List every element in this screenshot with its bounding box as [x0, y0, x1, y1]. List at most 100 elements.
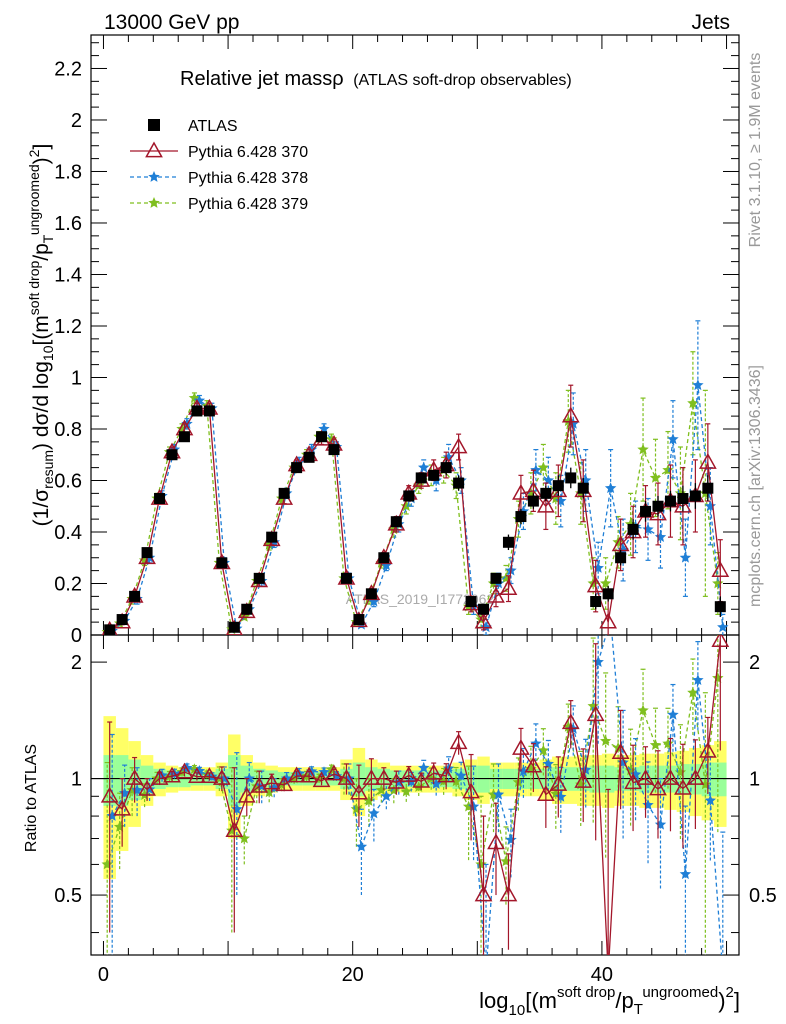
series-point [375, 784, 388, 795]
data-point [540, 487, 552, 499]
series-point [536, 785, 555, 801]
data-point [415, 472, 427, 484]
series-point [148, 171, 160, 182]
y-axis-title-main: (1/σresum) dσ/d log10[(msoft drop/pTungr… [26, 144, 56, 527]
data-point [365, 588, 377, 600]
data-point [652, 500, 664, 512]
series-point [200, 767, 219, 784]
data-point [640, 505, 652, 517]
series-point [212, 769, 231, 785]
data-point [502, 536, 514, 548]
series-point [636, 769, 655, 785]
series-point [150, 769, 169, 785]
y-tick-label-main: 0.4 [54, 522, 82, 544]
series-point [649, 504, 667, 521]
series-point [475, 858, 487, 870]
series-point [704, 794, 716, 806]
series-point [125, 769, 144, 785]
data-point [552, 480, 564, 492]
data-point [453, 477, 465, 489]
data-point [664, 495, 676, 507]
series-point [312, 771, 331, 788]
series-point [474, 885, 493, 902]
data-point [689, 490, 701, 502]
series-point [442, 451, 455, 463]
legend: ATLAS Pythia 6.428 370 Pythia 6.428 378 Pyt… [130, 118, 308, 213]
series-point [512, 739, 530, 755]
y-tick-label-ratio-right: 1 [749, 769, 760, 791]
series-point [649, 471, 662, 483]
series-point [387, 772, 406, 789]
ratio-panel-series [100, 635, 730, 978]
series-point [430, 778, 442, 789]
series-point [698, 741, 717, 758]
series-point [500, 572, 512, 584]
series-point [145, 141, 163, 158]
series-point [449, 733, 468, 750]
chart-title-main: Relative jet massρ [180, 68, 344, 90]
data-point [403, 490, 415, 502]
series-point [642, 523, 654, 535]
series-point [480, 967, 491, 978]
series-point [318, 423, 330, 434]
series-point [418, 461, 430, 473]
series-point [499, 885, 518, 902]
series-point [611, 743, 630, 760]
series-point [542, 758, 554, 769]
data-point [129, 590, 141, 602]
series-point [549, 774, 568, 791]
series-point [592, 656, 604, 667]
series-point [580, 474, 592, 486]
mcplots-label: mcplots.cern.ch [arXiv:1306.3436] [747, 365, 764, 607]
legend-label: Pythia 6.428 370 [188, 144, 308, 161]
series-point [642, 799, 654, 810]
series-point [100, 786, 119, 803]
series-point [586, 576, 605, 593]
series-point [667, 433, 679, 445]
y-tick-label-main: 1 [71, 367, 82, 389]
data-point [440, 462, 452, 474]
data-point [191, 405, 203, 417]
series-point [711, 635, 730, 647]
series-point [500, 855, 512, 867]
data-point [577, 482, 589, 494]
series-point [674, 496, 692, 513]
x-tick-label: 40 [591, 964, 613, 986]
series-point [462, 782, 480, 799]
series-point [418, 761, 430, 773]
legend-item: Pythia 6.428 379 [130, 196, 308, 213]
data-point [216, 557, 228, 569]
rivet-label: Rivet 3.1.10, ≥ 1.9M events [747, 53, 764, 248]
y-axis-title-ratio: Ratio to ATLAS [23, 744, 40, 852]
legend-item: Pythia 6.428 370 [130, 141, 308, 161]
series-point [163, 766, 181, 783]
series-point [524, 756, 543, 773]
data-point [527, 495, 539, 507]
y-tick-label-main: 0.2 [54, 573, 82, 595]
series-point [562, 415, 574, 427]
series-point [561, 406, 580, 423]
data-point [627, 523, 639, 535]
y-tick-label-ratio-right: 0.5 [749, 885, 777, 907]
data-point [590, 596, 602, 608]
data-point [303, 451, 315, 463]
data-point [714, 601, 726, 613]
data-point [166, 449, 178, 461]
legend-label: Pythia 6.428 378 [188, 170, 308, 187]
main-panel-series [101, 320, 730, 635]
data-point [602, 588, 614, 600]
data-point [228, 621, 240, 633]
axis-ticks [91, 35, 739, 955]
series-point [574, 772, 593, 788]
series-point [492, 788, 505, 800]
series-point [368, 595, 380, 607]
series-point [355, 840, 368, 852]
series-point [424, 763, 443, 780]
series-point [337, 769, 356, 785]
series-point [148, 197, 160, 208]
series-point [542, 474, 554, 486]
y-tick-label-main: 2.2 [54, 58, 82, 80]
series-point [637, 443, 649, 455]
series-point [561, 713, 580, 730]
series-point [600, 577, 612, 589]
